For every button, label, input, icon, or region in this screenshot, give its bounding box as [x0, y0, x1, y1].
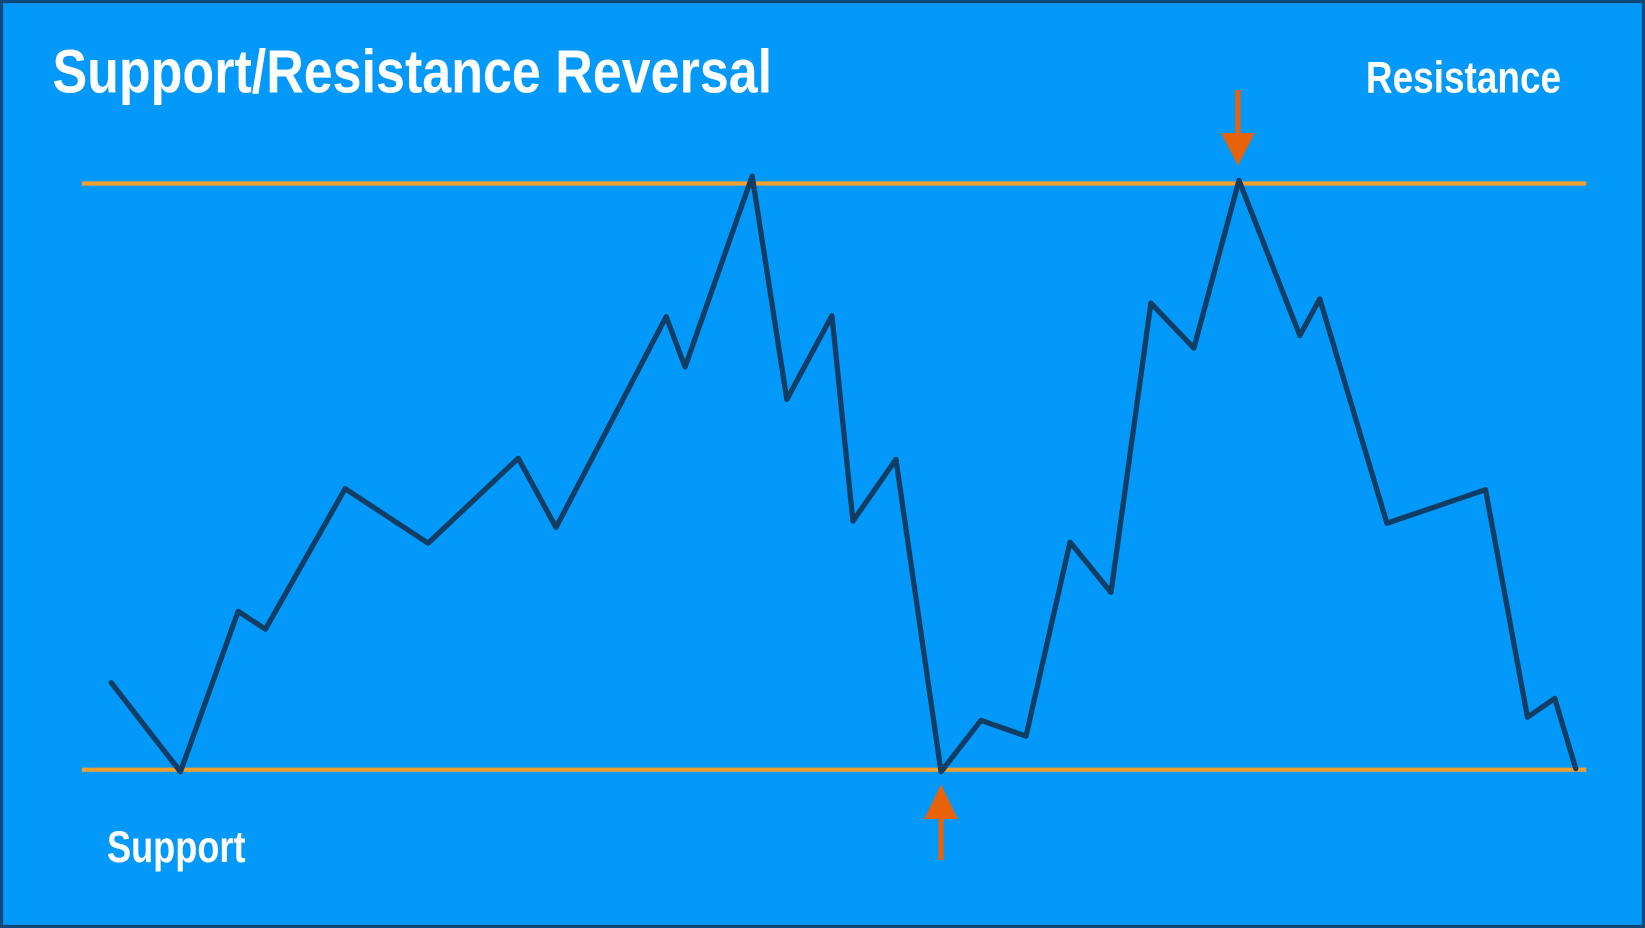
support-arrow — [924, 784, 958, 860]
resistance-label: Resistance — [1366, 53, 1561, 102]
resistance-arrow — [1221, 90, 1255, 166]
price-line — [108, 173, 1579, 775]
title: Support/Resistance Reversal — [52, 37, 772, 105]
support-label: Support — [107, 823, 246, 872]
